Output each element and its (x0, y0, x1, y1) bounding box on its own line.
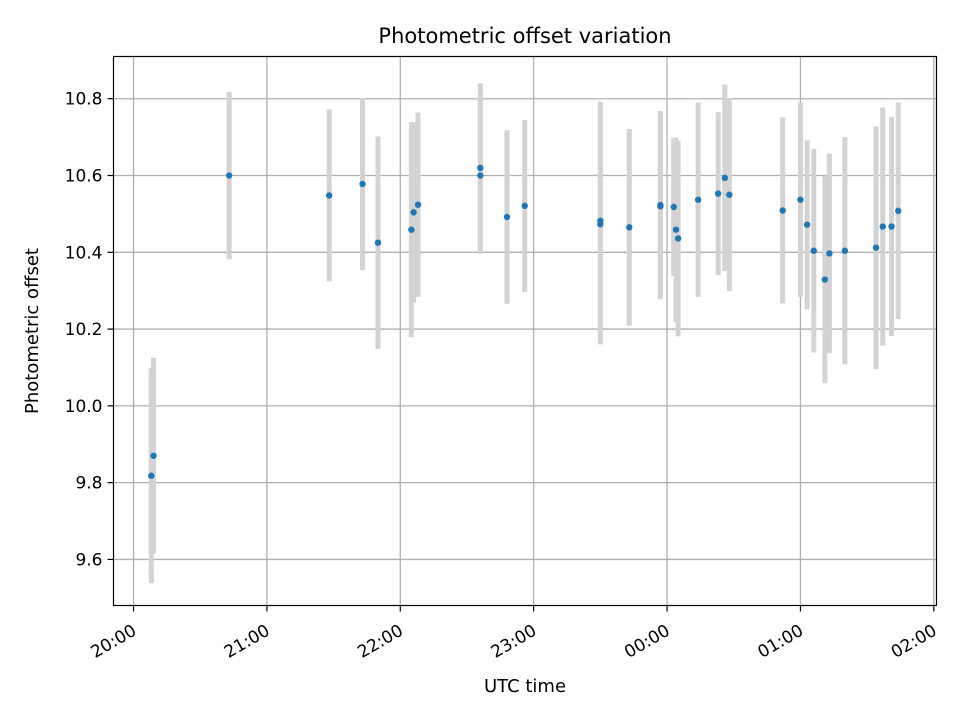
data-point (150, 452, 157, 459)
data-point (148, 472, 155, 479)
data-point (779, 207, 786, 214)
y-tick-label: 10.6 (65, 167, 103, 187)
y-tick-label: 10.8 (65, 90, 103, 110)
data-point (414, 201, 422, 208)
y-axis-label: Photometric offset (22, 248, 43, 414)
y-tick-label: 10.2 (65, 320, 103, 340)
data-point (410, 209, 417, 216)
y-tick-label: 9.6 (75, 550, 102, 570)
data-point (841, 247, 849, 254)
y-tick-label: 9.8 (75, 474, 102, 494)
y-tick-label: 10.0 (65, 397, 103, 417)
data-point (714, 190, 722, 197)
data-point (374, 239, 382, 246)
y-tick-label: 10.4 (65, 243, 103, 263)
data-point (359, 180, 366, 188)
chart-title: Photometric offset variation (378, 24, 671, 48)
data-point (726, 191, 733, 198)
point-layer (148, 164, 902, 479)
data-point (225, 172, 233, 179)
data-point (626, 224, 633, 231)
data-point (694, 196, 702, 203)
x-axis-label: UTC time (484, 676, 566, 697)
data-point (879, 223, 886, 230)
data-point (895, 207, 902, 215)
data-point (797, 196, 804, 203)
grid-layer (113, 56, 937, 606)
data-point (597, 217, 604, 225)
data-point (477, 164, 484, 172)
data-point (672, 226, 680, 233)
data-point (503, 213, 511, 221)
data-point (721, 174, 729, 182)
data-point (521, 202, 528, 210)
data-point (888, 223, 895, 230)
data-point (325, 192, 333, 199)
data-point (477, 172, 484, 179)
data-point (810, 247, 817, 254)
data-point (826, 250, 833, 257)
data-point (821, 276, 829, 283)
data-point (674, 235, 682, 242)
plot-frame (112, 55, 938, 607)
data-point (872, 244, 880, 251)
data-point (670, 203, 677, 211)
data-point (657, 201, 664, 209)
data-point (803, 221, 811, 228)
data-point (408, 226, 415, 233)
